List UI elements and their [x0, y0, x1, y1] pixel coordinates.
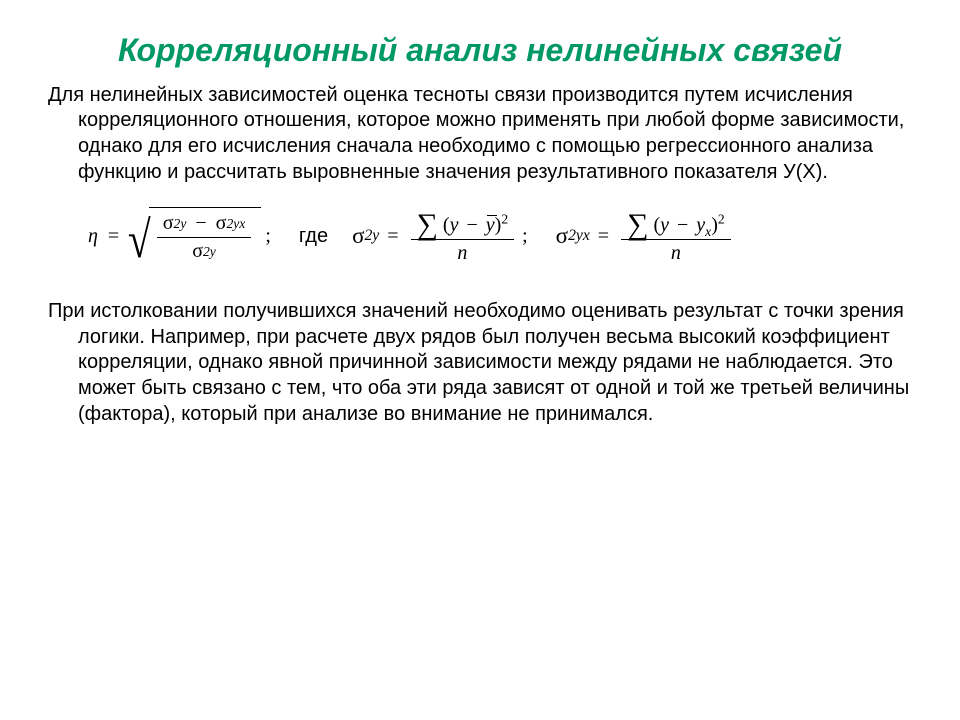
eta-symbol: η — [88, 225, 98, 248]
semicolon-1: ; — [265, 225, 271, 248]
equals-3: = — [598, 225, 609, 248]
radical-icon: √ — [128, 215, 151, 267]
paragraph-1: Для нелинейных зависимостей оценка тесно… — [48, 83, 912, 185]
formula-row: η = √ σ2y − σ2yx σ2y — [88, 207, 912, 265]
paragraph-2: При истолковании получившихся значений н… — [48, 299, 912, 427]
semicolon-2: ; — [522, 225, 528, 248]
formula-eta: η = √ σ2y − σ2yx σ2y — [88, 207, 275, 265]
equals-2: = — [387, 225, 398, 248]
where-label: где — [299, 225, 328, 248]
slide: Корреляционный анализ нелинейных связей … — [0, 0, 960, 720]
slide-title: Корреляционный анализ нелинейных связей — [48, 32, 912, 69]
sqrt: √ σ2y − σ2yx σ2y — [125, 207, 261, 265]
formula-sigma-y: σ2y = ∑ (y − y)2 n ; — [352, 207, 532, 265]
equals-1: = — [108, 225, 119, 248]
formula-sigma-yx: σ2yx = ∑ (y − yx)2 n — [556, 207, 735, 265]
sum-2: ∑ — [627, 210, 648, 240]
sum-1: ∑ — [417, 210, 438, 240]
